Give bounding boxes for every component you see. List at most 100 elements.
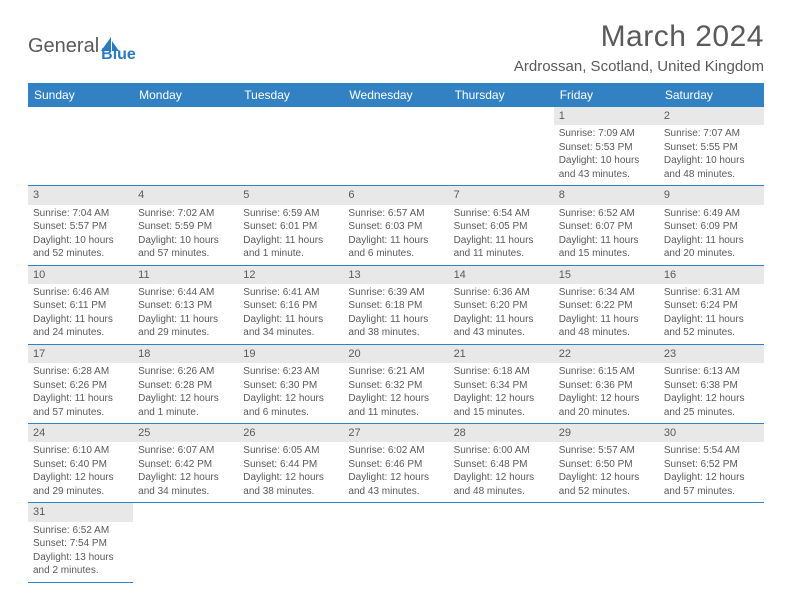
day-details: Sunrise: 6:05 AMSunset: 6:44 PMDaylight:…: [238, 442, 343, 502]
day-details: Sunrise: 6:54 AMSunset: 6:05 PMDaylight:…: [449, 205, 554, 265]
month-title: March 2024: [514, 20, 764, 54]
calendar-day: 23Sunrise: 6:13 AMSunset: 6:38 PMDayligh…: [659, 344, 764, 423]
logo-text-blue: Blue: [101, 46, 136, 64]
calendar-empty: [449, 503, 554, 582]
day-header: Friday: [554, 83, 659, 107]
day-header: Thursday: [449, 83, 554, 107]
day-header-row: SundayMondayTuesdayWednesdayThursdayFrid…: [28, 83, 764, 107]
day-details: Sunrise: 6:26 AMSunset: 6:28 PMDaylight:…: [133, 363, 238, 423]
day-header: Sunday: [28, 83, 133, 107]
day-details: Sunrise: 6:59 AMSunset: 6:01 PMDaylight:…: [238, 205, 343, 265]
calendar-day: 11Sunrise: 6:44 AMSunset: 6:13 PMDayligh…: [133, 265, 238, 344]
calendar-body: 1Sunrise: 7:09 AMSunset: 5:53 PMDaylight…: [28, 107, 764, 582]
day-number: 2: [659, 107, 764, 125]
calendar-day: 31Sunrise: 6:52 AMSunset: 7:54 PMDayligh…: [28, 503, 133, 582]
calendar-day: 15Sunrise: 6:34 AMSunset: 6:22 PMDayligh…: [554, 265, 659, 344]
day-details: Sunrise: 6:13 AMSunset: 6:38 PMDaylight:…: [659, 363, 764, 423]
calendar-day: 21Sunrise: 6:18 AMSunset: 6:34 PMDayligh…: [449, 344, 554, 423]
calendar-day: 20Sunrise: 6:21 AMSunset: 6:32 PMDayligh…: [343, 344, 448, 423]
calendar-day: 29Sunrise: 5:57 AMSunset: 6:50 PMDayligh…: [554, 424, 659, 503]
day-details: Sunrise: 6:18 AMSunset: 6:34 PMDaylight:…: [449, 363, 554, 423]
day-number: 22: [554, 345, 659, 363]
day-details: Sunrise: 6:10 AMSunset: 6:40 PMDaylight:…: [28, 442, 133, 502]
day-number: 6: [343, 186, 448, 204]
day-number: 29: [554, 424, 659, 442]
day-number: 15: [554, 266, 659, 284]
day-details: Sunrise: 6:15 AMSunset: 6:36 PMDaylight:…: [554, 363, 659, 423]
day-number: 10: [28, 266, 133, 284]
day-details: Sunrise: 6:57 AMSunset: 6:03 PMDaylight:…: [343, 205, 448, 265]
calendar-day: 25Sunrise: 6:07 AMSunset: 6:42 PMDayligh…: [133, 424, 238, 503]
day-number: 24: [28, 424, 133, 442]
day-number: 5: [238, 186, 343, 204]
day-details: Sunrise: 6:39 AMSunset: 6:18 PMDaylight:…: [343, 284, 448, 344]
calendar-empty: [554, 503, 659, 582]
day-number: 4: [133, 186, 238, 204]
day-details: Sunrise: 7:07 AMSunset: 5:55 PMDaylight:…: [659, 125, 764, 185]
calendar-day: 2Sunrise: 7:07 AMSunset: 5:55 PMDaylight…: [659, 107, 764, 186]
day-details: Sunrise: 6:07 AMSunset: 6:42 PMDaylight:…: [133, 442, 238, 502]
calendar-empty: [133, 107, 238, 186]
day-number: 13: [343, 266, 448, 284]
calendar-day: 18Sunrise: 6:26 AMSunset: 6:28 PMDayligh…: [133, 344, 238, 423]
day-number: 21: [449, 345, 554, 363]
day-details: Sunrise: 6:00 AMSunset: 6:48 PMDaylight:…: [449, 442, 554, 502]
day-number: 9: [659, 186, 764, 204]
day-number: 7: [449, 186, 554, 204]
calendar-day: 13Sunrise: 6:39 AMSunset: 6:18 PMDayligh…: [343, 265, 448, 344]
day-details: Sunrise: 6:21 AMSunset: 6:32 PMDaylight:…: [343, 363, 448, 423]
day-header: Monday: [133, 83, 238, 107]
day-number: 14: [449, 266, 554, 284]
day-number: 17: [28, 345, 133, 363]
calendar-day: 10Sunrise: 6:46 AMSunset: 6:11 PMDayligh…: [28, 265, 133, 344]
calendar-empty: [449, 107, 554, 186]
logo: General Blue: [28, 28, 136, 64]
calendar-week: 31Sunrise: 6:52 AMSunset: 7:54 PMDayligh…: [28, 503, 764, 582]
day-details: Sunrise: 6:52 AMSunset: 7:54 PMDaylight:…: [28, 522, 133, 582]
calendar-table: SundayMondayTuesdayWednesdayThursdayFrid…: [28, 83, 764, 583]
calendar-day: 19Sunrise: 6:23 AMSunset: 6:30 PMDayligh…: [238, 344, 343, 423]
calendar-day: 4Sunrise: 7:02 AMSunset: 5:59 PMDaylight…: [133, 186, 238, 265]
calendar-day: 30Sunrise: 5:54 AMSunset: 6:52 PMDayligh…: [659, 424, 764, 503]
calendar-day: 3Sunrise: 7:04 AMSunset: 5:57 PMDaylight…: [28, 186, 133, 265]
day-details: Sunrise: 5:57 AMSunset: 6:50 PMDaylight:…: [554, 442, 659, 502]
calendar-day: 27Sunrise: 6:02 AMSunset: 6:46 PMDayligh…: [343, 424, 448, 503]
calendar-week: 10Sunrise: 6:46 AMSunset: 6:11 PMDayligh…: [28, 265, 764, 344]
day-number: 23: [659, 345, 764, 363]
day-details: Sunrise: 6:31 AMSunset: 6:24 PMDaylight:…: [659, 284, 764, 344]
day-details: Sunrise: 6:41 AMSunset: 6:16 PMDaylight:…: [238, 284, 343, 344]
day-details: Sunrise: 6:28 AMSunset: 6:26 PMDaylight:…: [28, 363, 133, 423]
calendar-empty: [343, 107, 448, 186]
day-details: Sunrise: 6:36 AMSunset: 6:20 PMDaylight:…: [449, 284, 554, 344]
title-block: March 2024 Ardrossan, Scotland, United K…: [514, 20, 764, 75]
calendar-day: 6Sunrise: 6:57 AMSunset: 6:03 PMDaylight…: [343, 186, 448, 265]
day-header: Wednesday: [343, 83, 448, 107]
calendar-day: 22Sunrise: 6:15 AMSunset: 6:36 PMDayligh…: [554, 344, 659, 423]
day-number: 1: [554, 107, 659, 125]
day-details: Sunrise: 7:09 AMSunset: 5:53 PMDaylight:…: [554, 125, 659, 185]
calendar-day: 7Sunrise: 6:54 AMSunset: 6:05 PMDaylight…: [449, 186, 554, 265]
day-number: 16: [659, 266, 764, 284]
calendar-empty: [28, 107, 133, 186]
day-details: Sunrise: 7:04 AMSunset: 5:57 PMDaylight:…: [28, 205, 133, 265]
day-number: 20: [343, 345, 448, 363]
calendar-empty: [238, 503, 343, 582]
day-details: Sunrise: 6:49 AMSunset: 6:09 PMDaylight:…: [659, 205, 764, 265]
day-details: Sunrise: 5:54 AMSunset: 6:52 PMDaylight:…: [659, 442, 764, 502]
day-number: 19: [238, 345, 343, 363]
day-number: 30: [659, 424, 764, 442]
day-details: Sunrise: 6:02 AMSunset: 6:46 PMDaylight:…: [343, 442, 448, 502]
day-number: 3: [28, 186, 133, 204]
day-number: 18: [133, 345, 238, 363]
day-number: 8: [554, 186, 659, 204]
calendar-day: 26Sunrise: 6:05 AMSunset: 6:44 PMDayligh…: [238, 424, 343, 503]
calendar-week: 24Sunrise: 6:10 AMSunset: 6:40 PMDayligh…: [28, 424, 764, 503]
calendar-week: 3Sunrise: 7:04 AMSunset: 5:57 PMDaylight…: [28, 186, 764, 265]
day-number: 27: [343, 424, 448, 442]
calendar-day: 1Sunrise: 7:09 AMSunset: 5:53 PMDaylight…: [554, 107, 659, 186]
calendar-day: 14Sunrise: 6:36 AMSunset: 6:20 PMDayligh…: [449, 265, 554, 344]
calendar-day: 8Sunrise: 6:52 AMSunset: 6:07 PMDaylight…: [554, 186, 659, 265]
day-number: 31: [28, 503, 133, 521]
day-details: Sunrise: 6:44 AMSunset: 6:13 PMDaylight:…: [133, 284, 238, 344]
calendar-day: 12Sunrise: 6:41 AMSunset: 6:16 PMDayligh…: [238, 265, 343, 344]
